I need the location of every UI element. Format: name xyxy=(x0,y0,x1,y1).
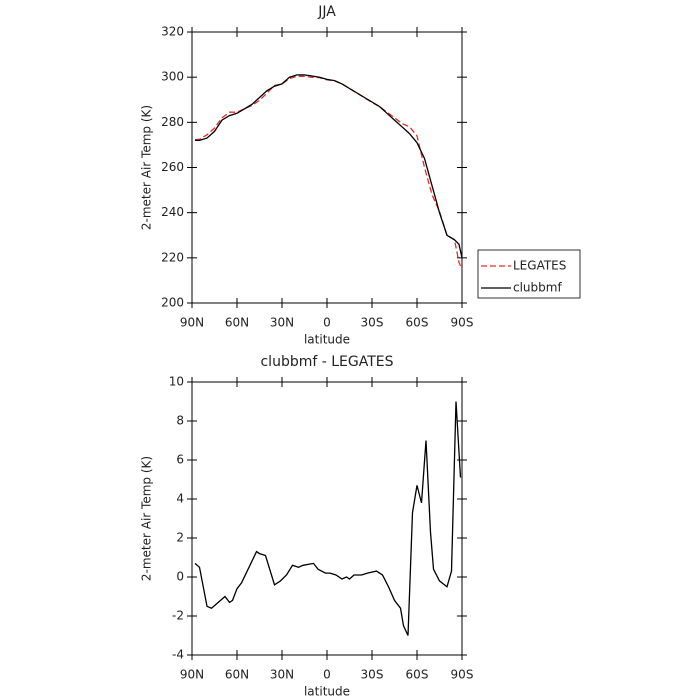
y-tick-label: 10 xyxy=(169,375,184,389)
y-tick-label: 4 xyxy=(176,492,184,506)
plot-frame xyxy=(191,31,463,304)
legend-label: LEGATES xyxy=(513,259,566,273)
x-axis-label: latitude xyxy=(304,685,350,699)
x-axis-label: latitude xyxy=(304,333,350,347)
x-tick-label: 60N xyxy=(225,668,249,682)
y-tick-label: 220 xyxy=(161,250,184,264)
chart-title: clubbmf - LEGATES xyxy=(260,354,393,370)
y-tick-label: 320 xyxy=(161,25,184,39)
x-tick-label: 30S xyxy=(361,668,384,682)
data-line xyxy=(194,75,463,270)
y-tick-label: 6 xyxy=(176,453,184,467)
x-tick-label: 30N xyxy=(270,316,294,330)
y-tick-label: 280 xyxy=(161,115,184,129)
y-tick-label: 0 xyxy=(176,570,184,584)
y-tick-label: -2 xyxy=(172,609,184,623)
x-tick-label: 60N xyxy=(225,316,249,330)
x-tick-label: 30N xyxy=(270,668,294,682)
x-tick-label: 90N xyxy=(180,668,204,682)
chart-title: JJA xyxy=(317,4,336,20)
data-line xyxy=(194,401,462,636)
y-tick-label: 2 xyxy=(176,531,184,545)
x-tick-label: 0 xyxy=(323,316,331,330)
y-tick-label: 200 xyxy=(161,296,184,310)
plot-frame xyxy=(191,381,463,656)
x-tick-label: 90N xyxy=(180,316,204,330)
x-tick-label: 90S xyxy=(451,316,474,330)
x-tick-label: 60S xyxy=(406,668,429,682)
y-tick-label: 260 xyxy=(161,160,184,174)
x-tick-label: 60S xyxy=(406,316,429,330)
y-tick-label: 240 xyxy=(161,205,184,219)
y-tick-label: 8 xyxy=(176,414,184,428)
y-axis-label: 2-meter Air Temp (K) xyxy=(140,105,154,230)
x-tick-label: 30S xyxy=(361,316,384,330)
y-tick-label: 300 xyxy=(161,70,184,84)
x-tick-label: 0 xyxy=(323,668,331,682)
data-line xyxy=(195,74,463,258)
legend-label: clubbmf xyxy=(513,281,562,295)
legend-box xyxy=(477,249,581,299)
y-axis-label: 2-meter Air Temp (K) xyxy=(140,456,154,581)
x-tick-label: 90S xyxy=(451,668,474,682)
y-tick-label: -4 xyxy=(172,648,184,662)
